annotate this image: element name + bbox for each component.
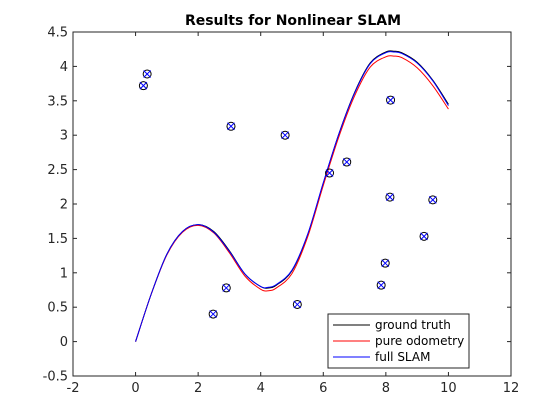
landmark-estimate-stroke <box>420 232 428 241</box>
landmark-true-marker <box>385 192 395 202</box>
legend-label-ground-truth: ground truth <box>375 318 451 332</box>
landmark-estimate-marker <box>420 232 428 241</box>
series-layer <box>135 50 449 342</box>
y-tick-label: 3.5 <box>47 94 68 109</box>
landmark-layer <box>138 69 438 319</box>
y-tick-label: 4 <box>60 60 68 75</box>
landmark-estimate-stroke <box>381 259 390 268</box>
y-tick-label: 2 <box>60 198 68 213</box>
landmark-estimate-marker <box>428 196 437 204</box>
legend-label-pure-odometry: pure odometry <box>375 334 464 348</box>
x-tick-label: 0 <box>131 381 139 396</box>
landmark-estimate-marker <box>209 310 218 318</box>
landmark-estimate-marker <box>386 193 394 201</box>
landmark-true-marker <box>419 231 429 241</box>
landmark-estimate-marker <box>377 281 386 290</box>
x-tick-label: -2 <box>67 381 80 396</box>
landmark-true-marker <box>376 280 386 290</box>
landmark-estimate-stroke <box>222 284 231 292</box>
x-tick-label: 2 <box>194 381 202 396</box>
landmark-estimate-stroke <box>325 169 334 177</box>
landmark-estimate-stroke <box>293 300 302 309</box>
landmark-estimate-marker <box>342 158 351 166</box>
landmark-estimate-stroke <box>143 70 152 78</box>
landmark-estimate-marker <box>281 131 289 140</box>
landmark-estimate-stroke <box>139 81 148 90</box>
landmark-estimate-marker <box>222 284 231 292</box>
landmark-true-marker <box>280 130 290 140</box>
y-tick-label: 3 <box>60 129 68 144</box>
landmark-estimate-stroke <box>428 196 437 204</box>
landmark-estimate-marker <box>381 259 390 268</box>
x-axis: -2 0 2 4 6 8 10 12 <box>67 32 520 396</box>
landmark-estimate-marker <box>227 122 235 131</box>
landmark-true-marker <box>138 81 148 91</box>
landmark-estimate-stroke <box>227 122 235 131</box>
landmark-estimate-stroke <box>386 96 395 104</box>
legend-label-full-slam: full SLAM <box>375 350 430 364</box>
series-line-full-slam <box>135 51 449 342</box>
landmark-estimate-marker <box>386 96 395 104</box>
x-tick-label: 12 <box>503 381 520 396</box>
chart-title: Results for Nonlinear SLAM <box>185 13 401 29</box>
landmark-true-marker <box>325 168 335 178</box>
y-tick-label: 1 <box>60 266 68 281</box>
y-tick-label: 0.5 <box>47 301 68 316</box>
x-tick-label: 8 <box>382 381 390 396</box>
landmark-true-marker <box>226 121 236 131</box>
landmark-true-marker <box>380 258 390 268</box>
landmark-true-marker <box>208 309 218 319</box>
landmark-true-marker <box>142 69 152 79</box>
legend: ground truth pure odometry full SLAM <box>327 313 470 369</box>
landmark-true-marker <box>342 157 352 167</box>
y-tick-label: -0.5 <box>43 370 68 385</box>
landmark-estimate-marker <box>325 169 334 177</box>
landmark-estimate-marker <box>143 70 152 78</box>
landmark-estimate-marker <box>293 300 302 309</box>
x-tick-label: 4 <box>257 381 265 396</box>
y-tick-label: 0 <box>60 335 68 350</box>
x-tick-label: 10 <box>440 381 457 396</box>
series-line-pure-odometry <box>135 55 449 342</box>
landmark-true-marker <box>386 95 396 105</box>
landmark-estimate-stroke <box>386 193 394 201</box>
landmark-estimate-stroke <box>342 158 351 166</box>
landmark-estimate-stroke <box>209 310 218 318</box>
y-tick-label: 2.5 <box>47 163 68 178</box>
landmark-estimate-stroke <box>377 281 386 290</box>
landmark-true-marker <box>428 195 438 205</box>
x-tick-label: 6 <box>319 381 327 396</box>
landmark-estimate-stroke <box>281 131 289 140</box>
y-tick-label: 4.5 <box>47 26 68 41</box>
y-tick-label: 1.5 <box>47 232 68 247</box>
y-axis: -0.5 0 0.5 1 1.5 2 2.5 3 3.5 4 4.5 <box>43 26 511 385</box>
landmark-true-marker <box>221 283 231 293</box>
landmark-true-marker <box>292 299 302 309</box>
landmark-estimate-marker <box>139 81 148 90</box>
